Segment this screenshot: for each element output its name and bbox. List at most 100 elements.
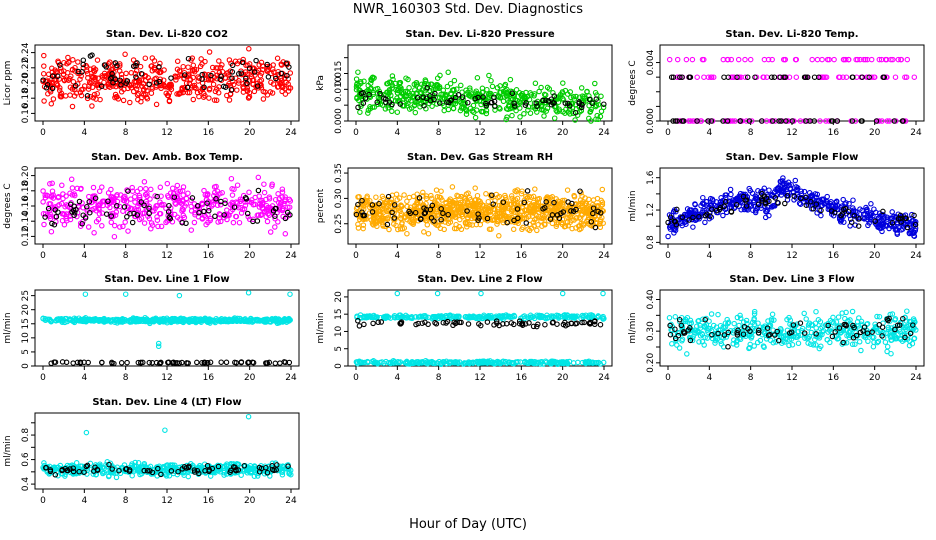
data-point bbox=[508, 95, 514, 102]
data-point bbox=[167, 190, 174, 196]
data-point bbox=[167, 215, 174, 222]
data-point bbox=[882, 56, 889, 63]
data-point bbox=[154, 193, 160, 200]
data-point bbox=[132, 70, 139, 77]
data-point bbox=[92, 195, 99, 201]
data-point bbox=[398, 90, 404, 96]
data-point bbox=[480, 94, 486, 100]
data-point bbox=[69, 209, 75, 215]
x-tick-label: 20 bbox=[557, 251, 569, 261]
data-point bbox=[584, 89, 590, 95]
data-point bbox=[124, 214, 130, 220]
data-point bbox=[485, 198, 492, 205]
data-point bbox=[819, 56, 825, 63]
data-point bbox=[40, 188, 46, 194]
data-point bbox=[285, 204, 291, 211]
data-point bbox=[452, 100, 459, 107]
data-point bbox=[105, 190, 112, 196]
data-point bbox=[232, 75, 239, 81]
data-point bbox=[462, 100, 468, 106]
data-point bbox=[551, 100, 557, 106]
data-point bbox=[229, 75, 235, 81]
data-point bbox=[155, 343, 162, 350]
data-point bbox=[421, 102, 427, 109]
data-point bbox=[250, 81, 256, 88]
data-point bbox=[202, 214, 209, 220]
data-point bbox=[41, 98, 47, 104]
data-point bbox=[419, 87, 425, 93]
data-point bbox=[589, 100, 595, 106]
data-point bbox=[206, 207, 212, 214]
y-tick-label: 15 bbox=[334, 308, 344, 319]
y-tick-label: 0.12 bbox=[21, 226, 31, 246]
y-tick-label: 10 bbox=[21, 332, 31, 344]
x-tick-label: 0 bbox=[353, 251, 359, 261]
data-point bbox=[111, 222, 118, 229]
data-point bbox=[66, 59, 72, 65]
data-point bbox=[700, 194, 706, 201]
data-point bbox=[427, 93, 433, 99]
data-point bbox=[76, 198, 83, 205]
data-point bbox=[84, 68, 90, 74]
data-point bbox=[269, 90, 276, 96]
data-point bbox=[142, 55, 149, 61]
data-point bbox=[533, 212, 540, 219]
data-point bbox=[512, 188, 518, 194]
data-point bbox=[470, 102, 477, 109]
data-point bbox=[180, 212, 187, 219]
data-point bbox=[134, 188, 141, 195]
y-axis-label: ml/min bbox=[316, 312, 326, 343]
y-tick-label: 0.30 bbox=[646, 321, 656, 341]
x-tick-label: 20 bbox=[869, 373, 881, 383]
data-point bbox=[258, 70, 265, 76]
data-point bbox=[409, 94, 416, 101]
data-point bbox=[771, 74, 778, 80]
data-point bbox=[205, 72, 212, 78]
y-tick-label: 1.2 bbox=[646, 203, 656, 217]
data-point bbox=[708, 118, 715, 124]
x-tick-label: 8 bbox=[436, 373, 442, 383]
data-point bbox=[69, 86, 76, 92]
data-point bbox=[455, 193, 462, 199]
data-point bbox=[560, 95, 566, 102]
data-point bbox=[895, 56, 902, 63]
data-point bbox=[564, 187, 571, 193]
data-point bbox=[383, 99, 389, 106]
data-point bbox=[546, 86, 553, 92]
data-point bbox=[129, 219, 136, 226]
data-point bbox=[135, 96, 141, 103]
data-point bbox=[531, 217, 538, 223]
data-point bbox=[274, 55, 281, 62]
data-point bbox=[57, 65, 64, 71]
series-2 bbox=[40, 52, 292, 99]
data-point bbox=[911, 74, 918, 80]
data-point bbox=[71, 209, 78, 216]
data-point bbox=[544, 105, 551, 112]
data-point bbox=[218, 218, 224, 225]
data-point bbox=[565, 222, 571, 229]
y-tick-label: 0.35 bbox=[334, 163, 344, 183]
data-point bbox=[365, 82, 371, 89]
data-point bbox=[238, 210, 245, 216]
data-point bbox=[368, 85, 374, 91]
data-point bbox=[500, 98, 507, 105]
data-point bbox=[101, 73, 108, 79]
data-point bbox=[197, 63, 204, 70]
data-point bbox=[278, 83, 285, 89]
data-point bbox=[222, 84, 229, 90]
data-point bbox=[141, 179, 148, 185]
data-point bbox=[526, 205, 532, 211]
data-point bbox=[510, 226, 517, 233]
data-point bbox=[471, 205, 478, 212]
data-point bbox=[823, 118, 829, 124]
data-point bbox=[462, 106, 468, 112]
data-point bbox=[601, 101, 607, 107]
data-point bbox=[670, 74, 677, 80]
y-tick-label: 0.16 bbox=[21, 103, 31, 123]
data-point bbox=[43, 85, 50, 91]
data-point bbox=[42, 214, 48, 220]
data-point bbox=[201, 187, 207, 194]
data-point bbox=[122, 291, 129, 297]
data-point bbox=[216, 58, 222, 64]
